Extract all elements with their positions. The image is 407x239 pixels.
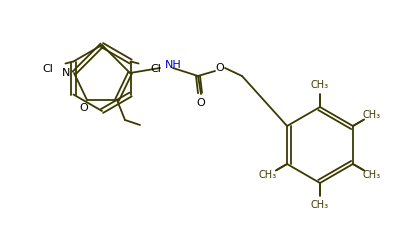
Text: CH₃: CH₃ [363, 110, 381, 120]
Text: CH₃: CH₃ [311, 80, 329, 90]
Text: CH₃: CH₃ [363, 170, 381, 180]
Text: CH₃: CH₃ [259, 170, 277, 180]
Text: N: N [62, 68, 70, 78]
Text: O: O [216, 63, 224, 73]
Text: Cl: Cl [43, 64, 53, 74]
Text: NH: NH [165, 60, 182, 70]
Text: O: O [80, 103, 88, 113]
Text: O: O [197, 98, 206, 108]
Text: Cl: Cl [151, 64, 162, 74]
Text: CH₃: CH₃ [311, 200, 329, 210]
